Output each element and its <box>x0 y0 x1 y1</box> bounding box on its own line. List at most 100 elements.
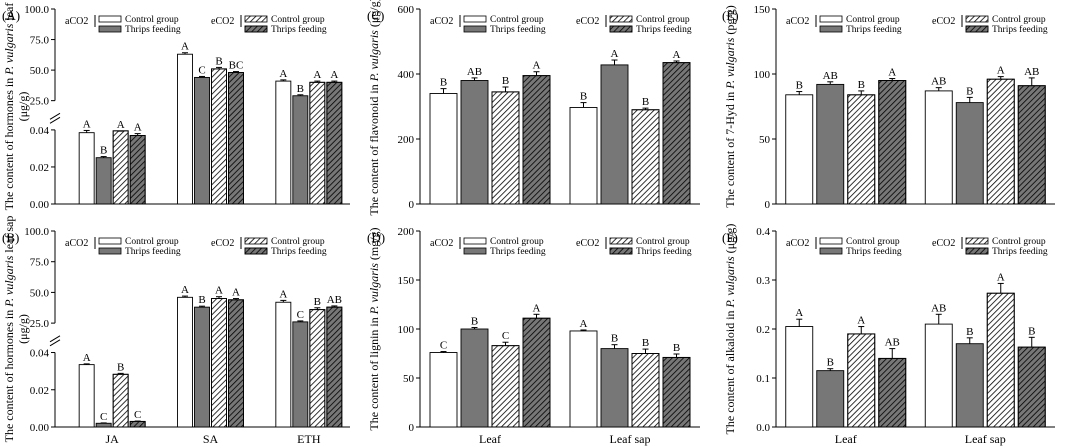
bar-hatch <box>211 298 227 428</box>
significance-letter: B <box>440 77 447 89</box>
bar-hatch <box>1017 85 1046 205</box>
significance-letter: B <box>502 75 509 87</box>
bar <box>292 95 309 205</box>
y-tick-label: 0 <box>409 422 415 434</box>
significance-letter: C <box>502 330 509 342</box>
legend-aco2-label: aCO2 <box>786 16 809 27</box>
legend-label: Thrips feeding <box>992 24 1048 35</box>
bar <box>924 90 953 205</box>
significance-letter: A <box>997 65 1005 77</box>
significance-letter: B <box>827 357 834 369</box>
legend-label: Thrips feeding <box>125 24 181 35</box>
y-tick-label: 0.0 <box>756 422 770 434</box>
bar <box>429 93 458 205</box>
y-axis-label: The content of lignin in P. vulgaris (mg… <box>367 227 381 430</box>
significance-letter: B <box>117 361 124 373</box>
legend-swatch <box>98 15 122 23</box>
legend-label: Thrips feeding <box>271 24 327 35</box>
significance-letter: BC <box>229 60 244 72</box>
bar <box>816 83 845 205</box>
significance-letter: A <box>673 49 681 61</box>
significance-letter: A <box>313 69 321 81</box>
y-tick-label: 0.00 <box>30 199 50 211</box>
panel-label: (D) <box>367 230 385 245</box>
legend-swatch <box>965 15 989 23</box>
significance-letter: A <box>232 287 240 299</box>
significance-letter: B <box>611 333 618 345</box>
significance-letter: B <box>642 96 649 108</box>
y-axis-unit: (μg/g) <box>16 92 30 122</box>
legend-label: Thrips feeding <box>636 24 692 35</box>
legend-eco2-label: eCO2 <box>576 16 599 27</box>
bar-hatch <box>112 373 129 428</box>
legend-label: Control group <box>490 15 544 25</box>
significance-letter: B <box>314 296 321 308</box>
significance-letter: B <box>471 316 478 328</box>
chart-panel-b: (B)The content of hormones in P. vulgari… <box>2 216 350 446</box>
significance-letter: B <box>858 79 865 91</box>
y-tick-label: 25.0 <box>30 318 50 330</box>
x-tick-label: ETH <box>297 432 321 446</box>
y-axis-label: The content of flavonoid in P. vulgaris … <box>367 0 381 216</box>
y-tick-label: 400 <box>398 69 415 81</box>
bar-hatch <box>309 81 326 205</box>
chart-panel-c: (C)The content of flavonoid in P. vulgar… <box>367 0 700 216</box>
axis-break-mark <box>49 116 61 124</box>
panel-label: (F) <box>722 230 738 245</box>
bar <box>275 301 292 428</box>
legend-swatch <box>609 247 633 255</box>
legend-eco2-label: eCO2 <box>932 16 955 27</box>
legend-label: Control group <box>271 237 325 247</box>
y-tick-label: 0.4 <box>756 226 770 238</box>
axis-break-mark <box>49 112 61 120</box>
y-tick-label: 100.0 <box>24 4 49 16</box>
legend-swatch <box>609 25 633 33</box>
bar-hatch <box>878 80 907 205</box>
legend-swatch <box>98 237 122 245</box>
significance-letter: A <box>181 284 189 296</box>
y-tick-label: 0.3 <box>756 275 770 287</box>
bar <box>785 326 814 428</box>
significance-letter: A <box>611 48 619 60</box>
bar <box>177 53 193 205</box>
bar <box>460 80 489 205</box>
axis-break-mark <box>49 335 61 343</box>
significance-letter: A <box>888 67 896 79</box>
bar-hatch <box>129 135 146 205</box>
legend-eco2-label: eCO2 <box>211 16 234 27</box>
significance-letter: C <box>297 309 304 321</box>
bar-hatch <box>491 91 520 205</box>
bar-hatch <box>228 72 244 205</box>
bar <box>78 364 95 428</box>
legend-swatch <box>609 237 633 245</box>
legend-swatch <box>463 15 487 23</box>
chart-panel-d: (D)The content of lignin in P. vulgaris … <box>367 226 700 446</box>
y-tick-label: 50.0 <box>30 287 50 299</box>
legend-swatch <box>244 15 268 23</box>
bar <box>785 94 814 205</box>
panel-label: (B) <box>2 230 19 245</box>
chart-panel-a: (A)The content of hormones in P. vulgari… <box>2 3 350 211</box>
significance-letter: C <box>440 340 447 352</box>
bar-hatch <box>986 292 1015 428</box>
bar <box>429 352 458 428</box>
bar <box>569 330 598 428</box>
legend-swatch <box>98 247 122 255</box>
legend-label: Control group <box>846 237 900 247</box>
legend-swatch <box>819 15 843 23</box>
legend-label: Thrips feeding <box>846 24 902 35</box>
legend-swatch <box>463 25 487 33</box>
bar <box>194 306 210 428</box>
significance-letter: C <box>198 64 205 76</box>
y-axis-label: The content of alkaloid in P. vulgaris (… <box>723 224 737 435</box>
y-tick-label: 0 <box>409 199 415 211</box>
bar <box>460 328 489 428</box>
y-tick-label: 150 <box>754 4 771 16</box>
significance-letter: B <box>966 326 973 338</box>
legend-eco2-label: eCO2 <box>932 238 955 249</box>
x-tick-label: Leaf sap <box>965 432 1006 446</box>
significance-letter: B <box>642 337 649 349</box>
legend-label: Control group <box>271 15 325 25</box>
bar-hatch <box>847 333 876 428</box>
bar <box>569 107 598 205</box>
